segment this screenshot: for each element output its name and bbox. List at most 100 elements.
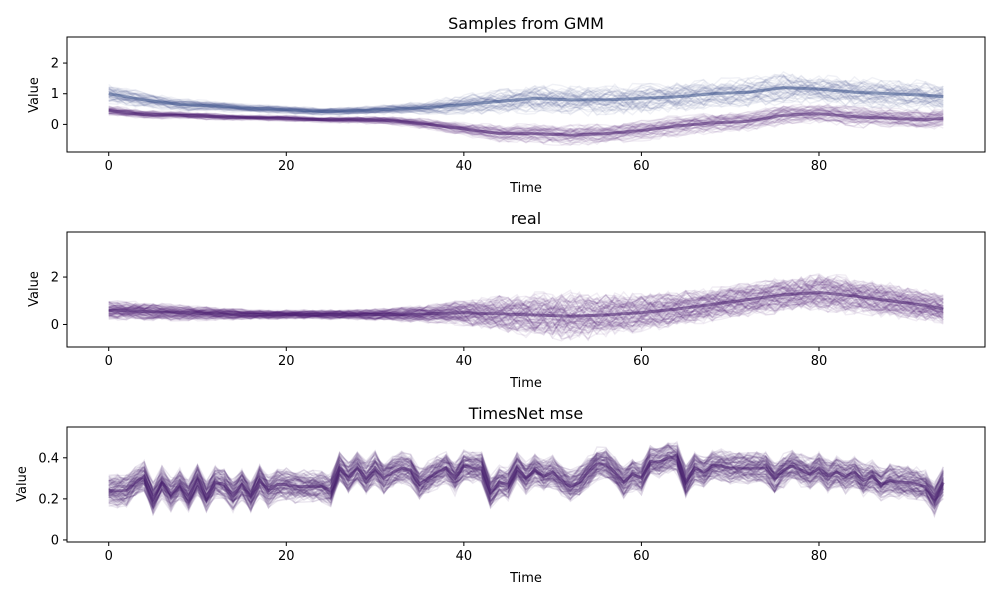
sample-line: [108, 276, 944, 316]
sample-line: [108, 295, 944, 336]
sample-line: [108, 449, 944, 495]
sample-line: [108, 290, 944, 327]
sample-line: [108, 458, 944, 506]
sample-line: [108, 278, 944, 318]
sample-line: [108, 458, 944, 515]
sample-line: [108, 278, 944, 314]
y-tick-label: 0.4: [38, 451, 59, 466]
x-tick-label: 40: [456, 159, 473, 174]
panel-real-lines: [108, 272, 944, 342]
sample-line: [108, 463, 944, 514]
sample-line: [108, 444, 944, 493]
sample-line: [108, 277, 944, 315]
sample-line: [108, 446, 944, 495]
sample-line: [108, 448, 944, 493]
sample-line: [108, 460, 944, 512]
sample-line: [108, 81, 944, 113]
sample-line: [108, 294, 944, 335]
sample-line: [108, 282, 944, 317]
sample-line: [108, 442, 944, 494]
x-tick-label: 20: [278, 549, 295, 564]
x-tick-label: 20: [278, 159, 295, 174]
sample-line: [108, 299, 944, 337]
sample-line: [108, 75, 944, 113]
panel-real-ylabel: Value: [27, 271, 42, 307]
sample-line: [108, 442, 944, 488]
sample-line: [108, 296, 944, 336]
sample-line: [108, 445, 944, 495]
panel-timesnet-x-ticks: 0 20 40 60 80: [105, 542, 827, 564]
sample-line: [108, 280, 944, 316]
panel-real-frame: [66, 231, 986, 348]
sample-line: [108, 464, 944, 512]
sample-line: [108, 462, 944, 515]
sample-line: [108, 295, 944, 339]
sample-line: [108, 303, 944, 342]
sample-line: [108, 281, 944, 320]
series-mean-line: [108, 456, 945, 503]
series-mean-line: [108, 109, 944, 137]
sample-line: [108, 465, 944, 516]
x-tick-label: 60: [633, 159, 650, 174]
sample-line: [108, 78, 944, 113]
y-tick-label: 2: [51, 271, 59, 286]
panel-gmm-y-ticks: 0 1 2: [51, 57, 67, 133]
sample-line: [108, 297, 944, 341]
sample-line: [108, 296, 944, 334]
sample-line: [108, 460, 944, 513]
sample-line: [108, 463, 944, 512]
sample-line: [108, 294, 944, 340]
y-tick-label: 2: [51, 57, 59, 72]
sample-line: [108, 464, 944, 515]
sample-line: [108, 296, 944, 336]
sample-line: [108, 294, 944, 336]
sample-line: [108, 443, 944, 495]
sample-line: [108, 291, 944, 332]
sample-line: [108, 114, 944, 144]
sample-line: [108, 443, 944, 495]
sample-line: [108, 273, 944, 315]
sample-line: [108, 75, 944, 111]
sample-line: [108, 87, 944, 114]
y-tick-label: 0.2: [38, 492, 59, 507]
sample-line: [108, 449, 944, 498]
sample-line: [108, 274, 944, 315]
sample-line: [108, 279, 944, 315]
y-tick-label: 0: [51, 118, 59, 133]
x-tick-label: 40: [456, 549, 473, 564]
panel-gmm: Samples from GMM 0 20 40 60 80 0 1 2 Time Valu…: [27, 14, 986, 196]
x-tick-label: 80: [811, 354, 828, 369]
sample-line: [108, 112, 944, 146]
sample-line: [108, 71, 944, 112]
sample-line: [108, 444, 944, 498]
series-mean-line: [108, 290, 944, 318]
sample-line: [108, 298, 944, 341]
sample-line: [108, 277, 944, 315]
x-tick-label: 0: [105, 159, 113, 174]
sample-line: [108, 292, 944, 331]
sample-line: [108, 112, 944, 146]
sample-line: [108, 464, 944, 516]
x-tick-label: 60: [633, 354, 650, 369]
sample-line: [108, 273, 944, 314]
sample-line: [108, 458, 944, 508]
sample-line: [108, 92, 944, 117]
sample-line: [108, 457, 944, 511]
sample-line: [108, 280, 944, 317]
sample-line: [108, 94, 944, 116]
panel-gmm-title: Samples from GMM: [448, 14, 604, 33]
sample-line: [108, 462, 944, 518]
sample-line: [108, 276, 944, 316]
sample-line: [108, 440, 944, 494]
sample-line: [108, 444, 944, 497]
sample-line: [108, 280, 944, 318]
sample-line: [108, 296, 944, 336]
sample-line: [108, 288, 944, 332]
sample-line: [108, 444, 944, 494]
sample-line: [108, 104, 944, 135]
sample-line: [108, 462, 944, 517]
panel-timesnet-y-ticks: 0 0.2 0.4: [38, 451, 67, 548]
sample-line: [108, 295, 944, 332]
sample-line: [108, 274, 944, 315]
